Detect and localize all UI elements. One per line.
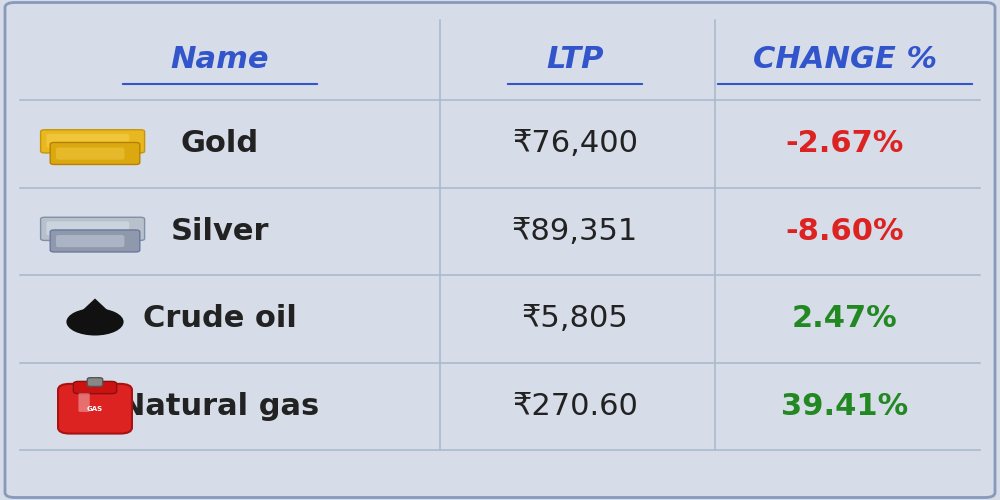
Text: -2.67%: -2.67% xyxy=(786,129,904,158)
FancyBboxPatch shape xyxy=(50,142,140,165)
FancyBboxPatch shape xyxy=(56,235,124,247)
Ellipse shape xyxy=(66,308,124,336)
Polygon shape xyxy=(78,298,112,314)
Text: GAS: GAS xyxy=(87,406,103,412)
Text: Natural gas: Natural gas xyxy=(120,392,320,421)
Text: Crude oil: Crude oil xyxy=(143,304,297,333)
Text: ₹76,400: ₹76,400 xyxy=(512,129,638,158)
Text: 2.47%: 2.47% xyxy=(792,304,898,333)
FancyBboxPatch shape xyxy=(87,378,103,386)
FancyBboxPatch shape xyxy=(46,134,129,147)
FancyBboxPatch shape xyxy=(5,2,995,498)
FancyBboxPatch shape xyxy=(41,217,145,240)
FancyBboxPatch shape xyxy=(56,148,124,160)
Text: Gold: Gold xyxy=(181,129,259,158)
Text: Silver: Silver xyxy=(171,217,269,246)
Text: Name: Name xyxy=(171,46,269,74)
Text: ₹89,351: ₹89,351 xyxy=(512,217,638,246)
Text: CHANGE %: CHANGE % xyxy=(753,46,937,74)
FancyBboxPatch shape xyxy=(58,384,132,434)
Text: ₹270.60: ₹270.60 xyxy=(512,392,638,421)
FancyBboxPatch shape xyxy=(41,130,145,153)
FancyBboxPatch shape xyxy=(73,382,117,394)
Text: LTP: LTP xyxy=(546,46,604,74)
FancyBboxPatch shape xyxy=(46,222,129,235)
Text: ₹5,805: ₹5,805 xyxy=(522,304,628,333)
FancyBboxPatch shape xyxy=(78,393,90,412)
Text: -8.60%: -8.60% xyxy=(786,217,904,246)
FancyBboxPatch shape xyxy=(50,230,140,252)
Text: 39.41%: 39.41% xyxy=(781,392,909,421)
